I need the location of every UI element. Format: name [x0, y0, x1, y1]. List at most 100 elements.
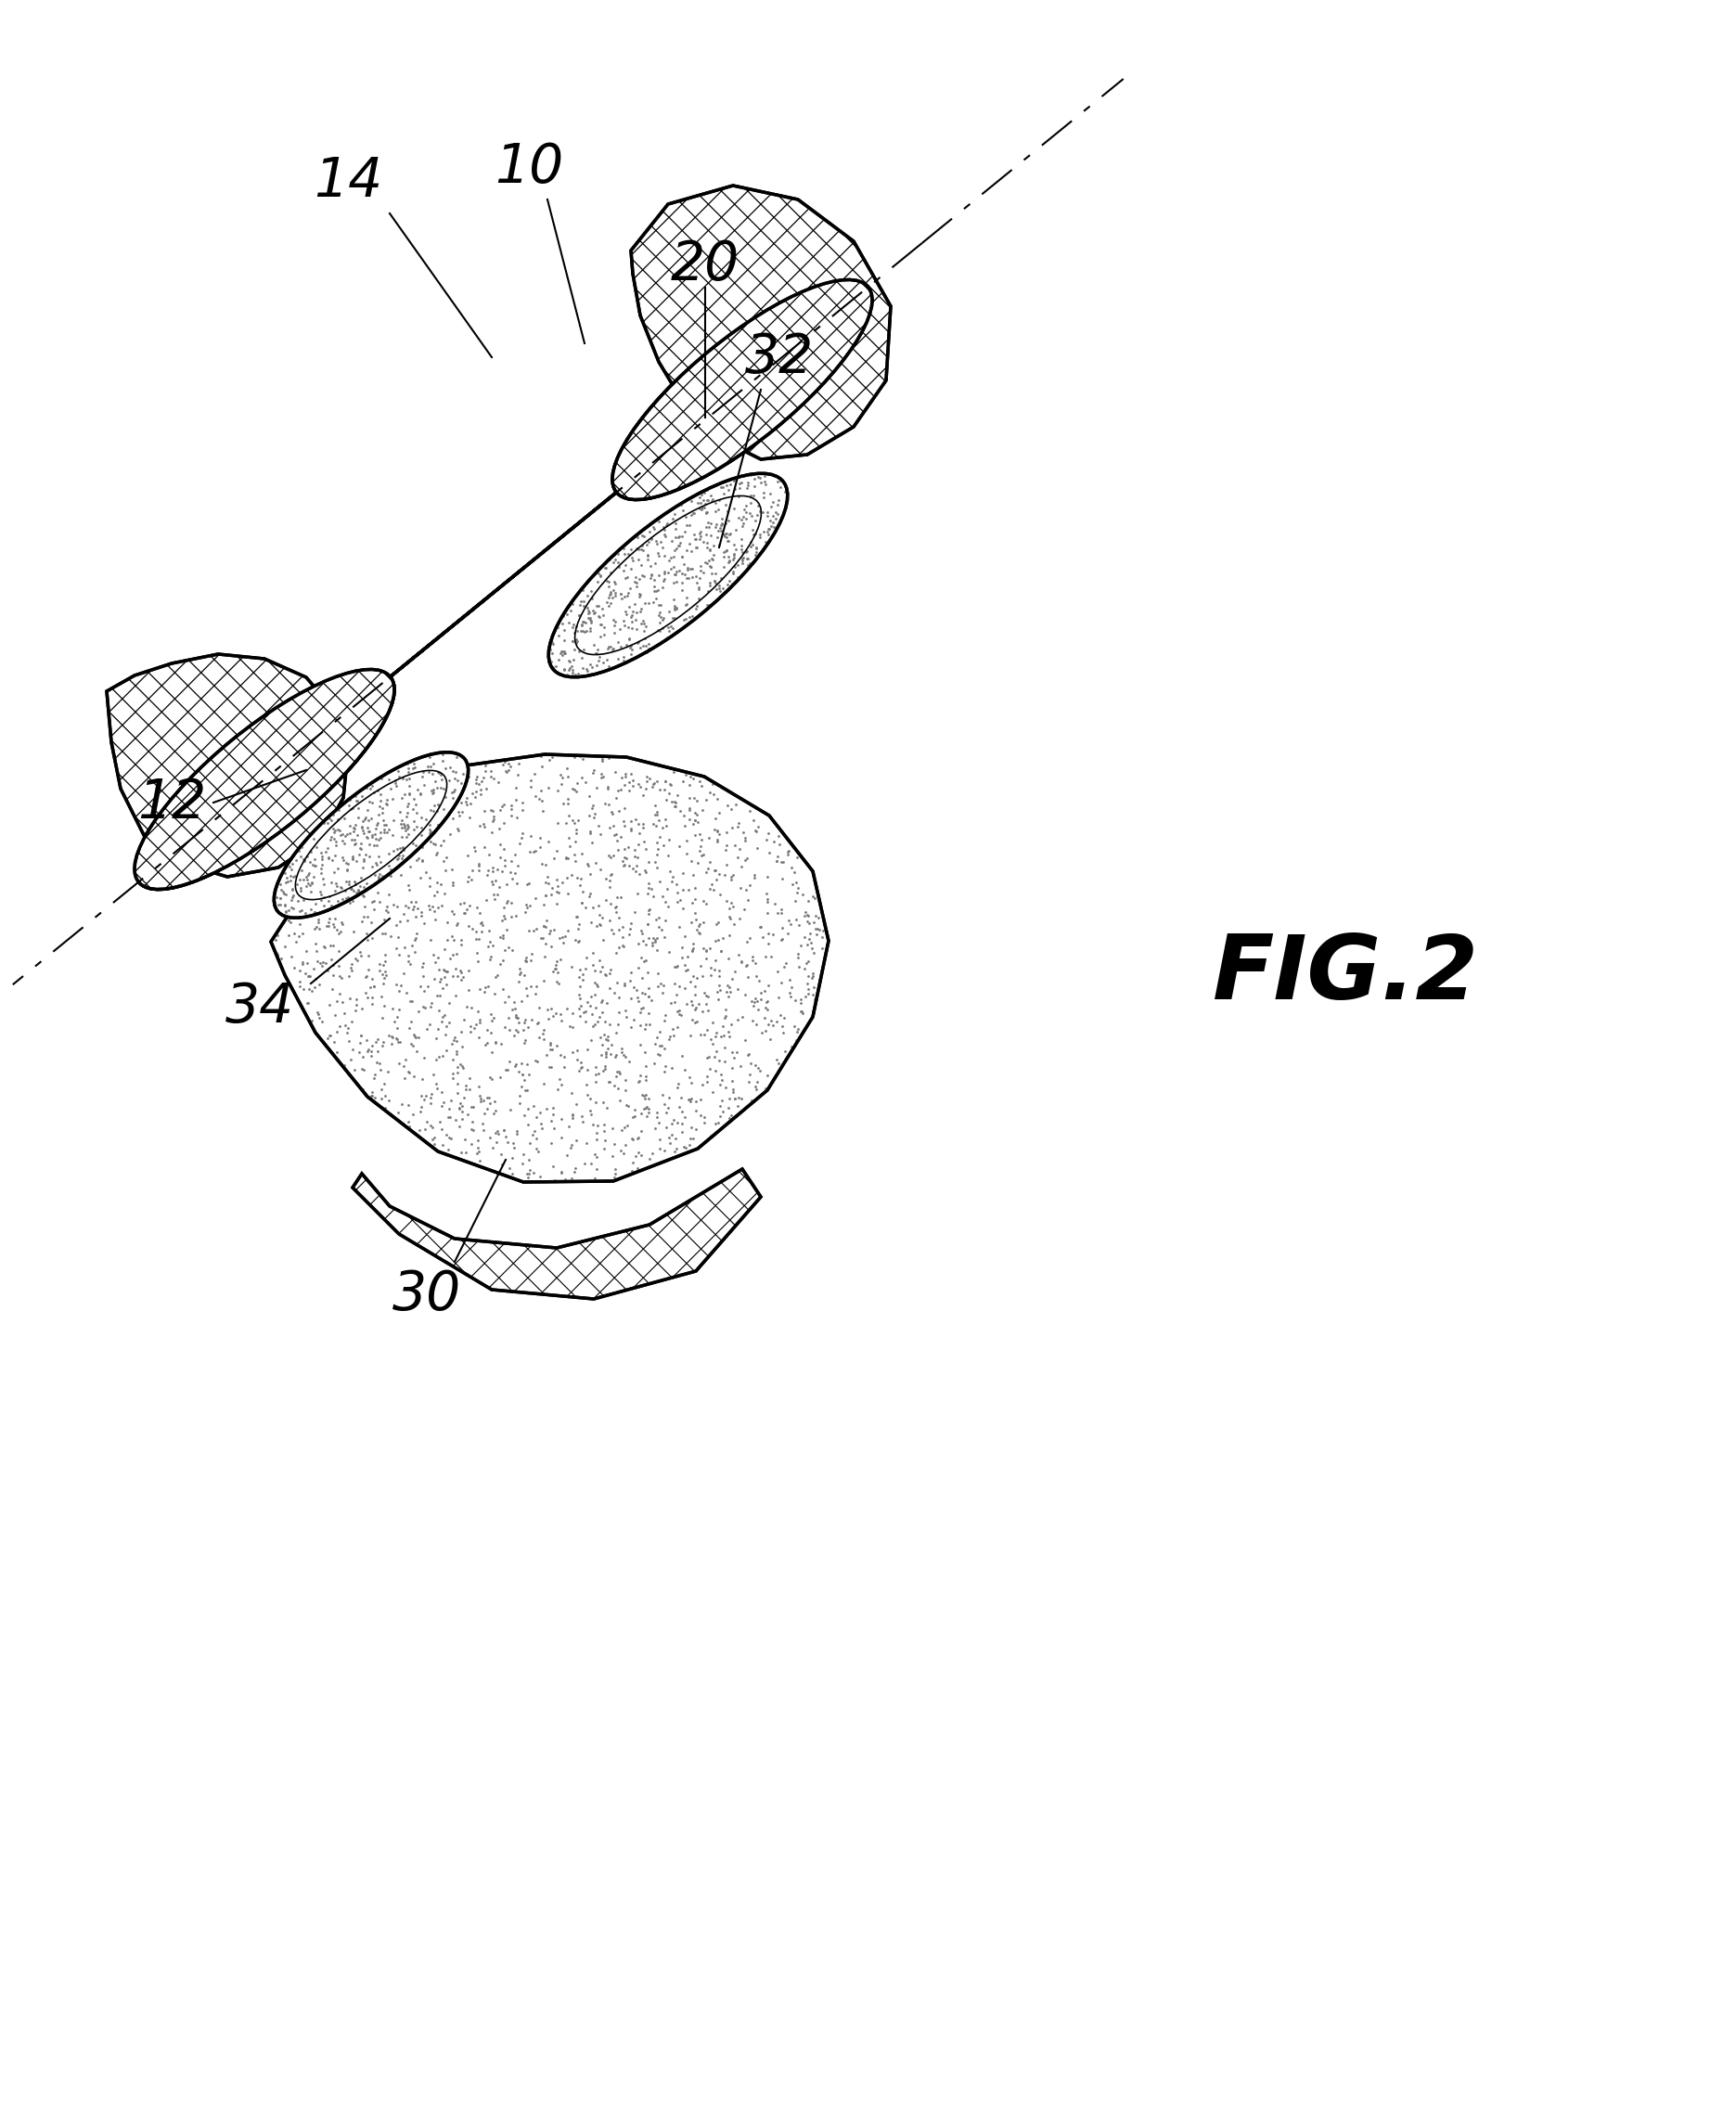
Point	[335, 1012, 363, 1046]
Point	[529, 1014, 557, 1048]
Point	[746, 493, 774, 527]
Point	[410, 1041, 437, 1075]
Point	[286, 894, 314, 928]
Point	[712, 816, 740, 850]
Point	[378, 993, 406, 1027]
Point	[484, 877, 512, 911]
Point	[809, 915, 837, 949]
Point	[394, 812, 422, 845]
Point	[394, 805, 422, 839]
Point	[490, 1113, 517, 1147]
Point	[734, 548, 762, 582]
Point	[274, 919, 302, 953]
Point	[672, 533, 700, 567]
Point	[719, 1035, 746, 1069]
Point	[660, 592, 687, 626]
Point	[533, 1092, 561, 1126]
Point	[415, 860, 443, 894]
Point	[707, 1090, 734, 1124]
Point	[564, 599, 592, 632]
Point	[727, 871, 755, 904]
Point	[675, 803, 703, 837]
Point	[470, 831, 498, 864]
Point	[345, 871, 373, 904]
Point	[561, 772, 589, 805]
Point	[285, 919, 312, 953]
Point	[713, 533, 741, 567]
Point	[538, 637, 566, 670]
Point	[696, 533, 724, 567]
Point	[651, 561, 679, 594]
Point	[708, 470, 736, 504]
Point	[411, 1113, 439, 1147]
Point	[646, 1037, 674, 1071]
Point	[424, 772, 451, 805]
Point	[707, 934, 734, 968]
Point	[432, 1010, 460, 1043]
Point	[613, 561, 641, 594]
Point	[425, 780, 453, 814]
Point	[467, 774, 495, 807]
Point	[314, 885, 342, 919]
Point	[646, 588, 674, 622]
Point	[476, 1088, 503, 1121]
Point	[370, 814, 398, 847]
Point	[587, 1037, 615, 1071]
Point	[502, 1048, 529, 1081]
Point	[755, 968, 783, 1001]
Point	[547, 1037, 575, 1071]
Point	[556, 831, 583, 864]
Point	[713, 1105, 741, 1138]
Point	[479, 930, 507, 963]
Point	[526, 831, 554, 864]
Point	[717, 468, 745, 502]
Point	[578, 826, 606, 860]
Point	[637, 873, 665, 906]
Point	[641, 1046, 668, 1079]
Point	[660, 502, 687, 535]
Point	[625, 951, 653, 984]
Point	[314, 1020, 342, 1054]
Point	[677, 1067, 705, 1100]
Point	[661, 592, 689, 626]
Point	[679, 934, 707, 968]
Point	[689, 932, 717, 965]
Point	[646, 803, 674, 837]
Point	[621, 803, 649, 837]
Point	[410, 974, 437, 1008]
Point	[557, 649, 585, 683]
Point	[634, 1100, 661, 1134]
Point	[562, 1043, 590, 1077]
Point	[323, 913, 351, 946]
Point	[321, 902, 349, 936]
Point	[618, 1121, 646, 1155]
Point	[378, 1020, 406, 1054]
Point	[648, 913, 675, 946]
Point	[396, 778, 424, 812]
Point	[722, 512, 750, 546]
Point	[679, 928, 707, 961]
Point	[448, 767, 476, 801]
Point	[396, 1056, 424, 1090]
Point	[715, 516, 743, 550]
Point	[500, 991, 528, 1024]
Point	[314, 906, 342, 940]
Point	[484, 812, 512, 845]
Point	[323, 852, 351, 885]
Point	[686, 917, 713, 951]
Point	[271, 887, 299, 921]
Point	[358, 1039, 385, 1073]
Point	[493, 1126, 521, 1159]
Point	[300, 894, 328, 928]
Point	[549, 921, 576, 955]
Point	[759, 485, 786, 519]
Point	[542, 953, 569, 987]
Point	[351, 890, 378, 923]
Point	[653, 1111, 681, 1145]
Point	[366, 858, 394, 892]
Point	[554, 645, 582, 679]
Point	[375, 847, 403, 881]
Point	[328, 841, 356, 875]
Point	[611, 767, 639, 801]
Point	[597, 795, 625, 828]
